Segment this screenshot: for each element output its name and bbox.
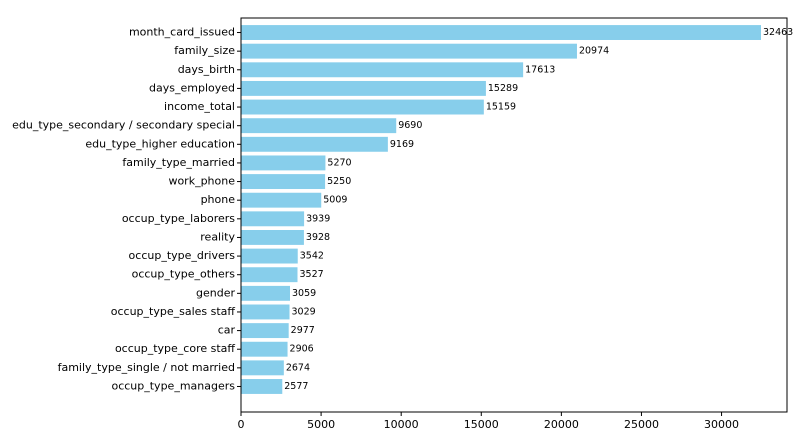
- value-label: 5270: [327, 157, 351, 168]
- bar: [241, 43, 577, 59]
- plot-frame: [240, 17, 788, 413]
- bar: [241, 155, 326, 171]
- bar: [241, 341, 288, 357]
- x-tick-label: 25000: [624, 418, 659, 431]
- y-tick-label: gender: [196, 286, 235, 299]
- bar: [241, 174, 326, 190]
- y-tick-label: occup_type_others: [132, 268, 236, 281]
- y-tick-label: days_employed: [149, 81, 235, 94]
- value-label: 3542: [300, 251, 324, 262]
- y-tick-label: family_type_married: [122, 156, 235, 169]
- bar: [241, 304, 290, 320]
- y-tick-label: edu_type_higher education: [85, 137, 235, 150]
- y-tick-label: days_birth: [178, 63, 235, 76]
- x-tick-label: 15000: [464, 418, 499, 431]
- y-tick-label: income_total: [164, 100, 235, 113]
- value-label: 15159: [486, 102, 516, 113]
- bar: [241, 192, 322, 208]
- value-label: 5250: [327, 176, 351, 187]
- value-label: 3939: [306, 213, 330, 224]
- y-tick-label: car: [218, 324, 236, 337]
- bar: [241, 118, 397, 134]
- bar: [241, 99, 484, 115]
- bar: [241, 285, 290, 301]
- value-label: 3029: [292, 306, 316, 317]
- value-label: 2906: [290, 344, 314, 355]
- y-tick-label: occup_type_core staff: [115, 342, 235, 355]
- y-tick-label: month_card_issued: [129, 26, 235, 39]
- bar: [241, 323, 289, 339]
- value-label: 3928: [306, 232, 330, 243]
- x-tick-label: 20000: [544, 418, 579, 431]
- bar: [241, 211, 305, 227]
- bar: [241, 267, 298, 283]
- x-tick-label: 30000: [704, 418, 739, 431]
- y-tick-label: occup_type_sales staff: [111, 305, 236, 318]
- value-label: 2977: [291, 325, 315, 336]
- y-tick-label: occup_type_drivers: [129, 249, 236, 262]
- y-tick-label: family_type_single / not married: [58, 361, 235, 374]
- value-label: 17613: [525, 64, 555, 75]
- value-label: 9690: [398, 120, 422, 131]
- value-label: 3527: [299, 269, 323, 280]
- value-label: 15289: [488, 83, 518, 94]
- bar: [241, 248, 298, 264]
- value-label: 2577: [284, 381, 308, 392]
- x-tick-label: 10000: [384, 418, 419, 431]
- value-label: 32463: [763, 27, 793, 38]
- y-tick-label: occup_type_managers: [111, 379, 235, 392]
- bar: [241, 136, 388, 152]
- value-label: 2674: [286, 362, 310, 373]
- bar: [241, 25, 762, 40]
- bar: [241, 62, 524, 78]
- y-tick-label: family_size: [174, 44, 235, 57]
- value-label: 3059: [292, 288, 316, 299]
- y-tick-label: occup_type_laborers: [122, 212, 235, 225]
- value-label: 5009: [323, 195, 347, 206]
- y-tick-label: reality: [200, 230, 235, 243]
- value-label: 9169: [390, 139, 414, 150]
- y-tick-label: edu_type_secondary / secondary special: [12, 119, 235, 132]
- y-tick-label: work_phone: [168, 175, 235, 188]
- bar: [241, 229, 304, 245]
- x-tick-label: 5000: [307, 418, 335, 431]
- bar: [241, 379, 283, 394]
- value-label: 20974: [579, 46, 609, 57]
- x-tick-label: 0: [238, 418, 245, 431]
- bar: [241, 360, 284, 376]
- bar: [241, 80, 486, 96]
- y-tick-label: phone: [201, 193, 236, 206]
